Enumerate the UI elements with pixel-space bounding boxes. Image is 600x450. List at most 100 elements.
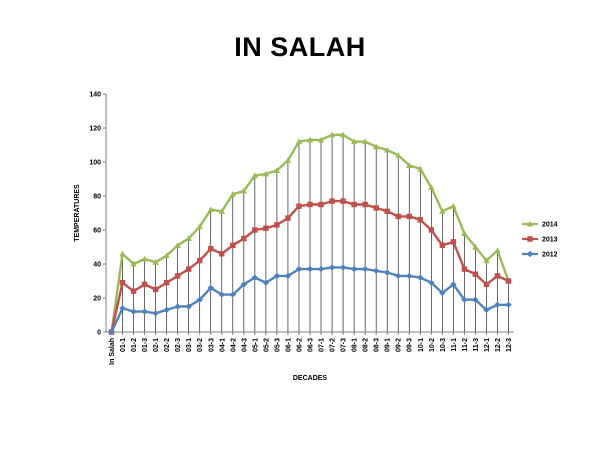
data-point [339,264,347,271]
data-point [241,235,247,242]
data-point [461,296,468,303]
data-point [406,272,413,280]
data-point [483,281,490,288]
x-tick-label: 03-3 [208,338,215,352]
data-point [273,272,281,280]
data-point [395,213,401,220]
data-point [296,203,302,209]
y-tick-label: 60 [93,228,101,235]
x-tick-label: 07-2 [330,338,337,352]
data-point [383,146,391,153]
x-tick-label: 11-2 [462,338,469,352]
y-tick-labels: 0 20 40 60 80 100 120 140 [89,92,106,337]
data-point [219,251,225,257]
data-point [483,306,490,314]
data-point [208,245,214,252]
legend-label: 2014 [542,222,558,229]
data-point [108,328,115,336]
x-tick-label: 05-3 [274,338,281,352]
data-point [229,191,237,197]
data-point [240,281,248,288]
x-axis-title: DECADES [293,375,328,382]
data-point [494,247,501,253]
data-point [339,131,347,138]
data-point [262,279,270,286]
data-point [383,269,391,276]
x-tick-label: 02-2 [164,338,171,352]
data-point [505,278,512,284]
data-point [174,303,181,310]
y-tick-label: 80 [93,194,101,201]
legend-item: 2012 [522,250,558,259]
data-point [240,187,248,194]
x-tick-labels: In Salah 01-1 01-2 01-3 02-1 02-2 02-3 03-1 03-2… [109,332,513,365]
data-point [163,252,170,259]
x-tick-label: 08-2 [363,338,370,352]
x-tick-label: 06-1 [285,338,292,352]
x-tick-label: 03-2 [197,338,204,352]
data-point [263,225,269,232]
data-point [274,222,280,228]
x-tick-label: 10-3 [440,338,447,352]
data-point [417,217,423,223]
x-tick-label: 01-2 [131,338,138,352]
x-tick-label: 04-1 [219,338,226,352]
drop-lines [122,134,509,332]
x-tick-label: 04-3 [241,338,248,352]
x-tick-label: 09-2 [396,338,403,352]
data-point [285,215,291,221]
x-tick-label: 01-3 [142,338,149,352]
x-tick-label: 01-1 [120,338,127,352]
data-point [141,281,148,288]
data-point [350,265,358,273]
data-point [174,242,181,248]
y-tick-label: 140 [89,92,101,99]
x-tick-label: 06-2 [296,338,303,352]
data-point [273,167,281,174]
data-point [406,213,412,220]
data-point [218,208,225,214]
x-tick-label: 04-2 [230,338,237,352]
data-point [306,136,314,143]
data-point [119,250,126,257]
data-point [152,259,159,265]
x-tick-label: 05-2 [263,338,270,352]
data-point [361,138,369,145]
data-point [318,201,324,208]
data-point [207,206,214,213]
data-point [163,279,170,286]
data-point [317,265,325,273]
x-tick-label: 06-3 [308,338,315,352]
data-point [483,257,490,264]
data-point [417,274,424,281]
data-point [197,257,203,264]
x-tick-label: 02-1 [153,338,160,352]
data-point [262,170,270,177]
data-point [494,273,501,279]
data-point [494,301,501,308]
data-point [218,291,225,298]
legend-label: 2012 [542,252,558,259]
x-tick-label: 07-1 [319,338,326,352]
data-point [284,272,292,280]
y-tick-label: 100 [89,160,101,167]
data-point [439,289,446,297]
y-tick-label: 120 [89,126,101,133]
data-point [130,308,137,315]
x-tick-label: In Salah [109,338,116,365]
data-point [317,136,325,143]
x-tick-label: 11-1 [451,338,458,352]
data-point [185,235,192,242]
x-tick-label: 09-3 [407,338,414,352]
legend-item: 2013 [522,236,558,244]
data-point [428,227,435,233]
data-point [329,198,335,204]
series-lines [108,131,512,336]
data-point [196,296,203,303]
data-point [295,265,303,273]
data-point [439,242,446,249]
x-tick-label: 10-2 [429,338,436,352]
data-point [207,284,214,291]
data-point [152,286,159,293]
data-point [163,306,170,314]
